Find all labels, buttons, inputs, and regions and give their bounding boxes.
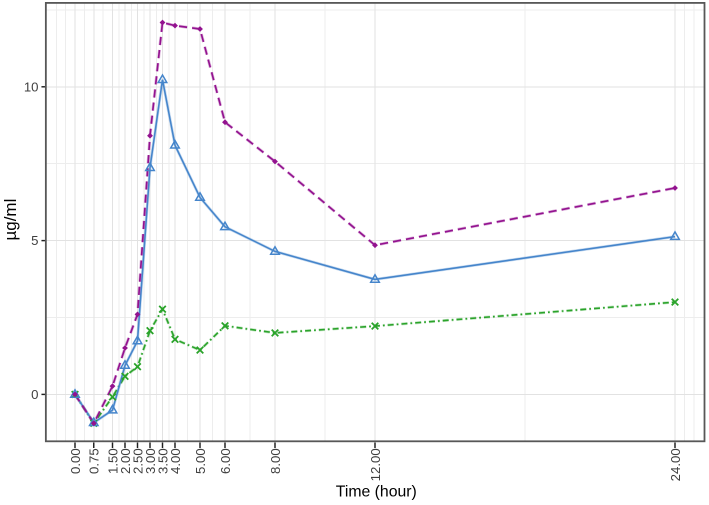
svg-text:3.00: 3.00 <box>143 448 158 474</box>
svg-text:0.00: 0.00 <box>68 448 83 474</box>
svg-text:5.00: 5.00 <box>193 448 208 474</box>
svg-text:2.00: 2.00 <box>118 448 133 474</box>
svg-text:4.00: 4.00 <box>168 448 183 474</box>
svg-text:0: 0 <box>31 387 38 402</box>
svg-text:6.00: 6.00 <box>218 448 233 474</box>
svg-text:5: 5 <box>31 233 38 248</box>
svg-text:Time (hour): Time (hour) <box>336 483 417 500</box>
svg-text:10: 10 <box>24 79 39 94</box>
svg-text:2.50: 2.50 <box>130 448 145 474</box>
svg-text:0.75: 0.75 <box>87 448 102 474</box>
svg-text:3.50: 3.50 <box>155 448 170 474</box>
svg-text:24.00: 24.00 <box>668 448 683 481</box>
svg-text:12.00: 12.00 <box>368 448 383 481</box>
svg-text:8.00: 8.00 <box>268 448 283 474</box>
svg-text:µg/ml: µg/ml <box>1 199 20 241</box>
svg-text:1.50: 1.50 <box>105 448 120 474</box>
